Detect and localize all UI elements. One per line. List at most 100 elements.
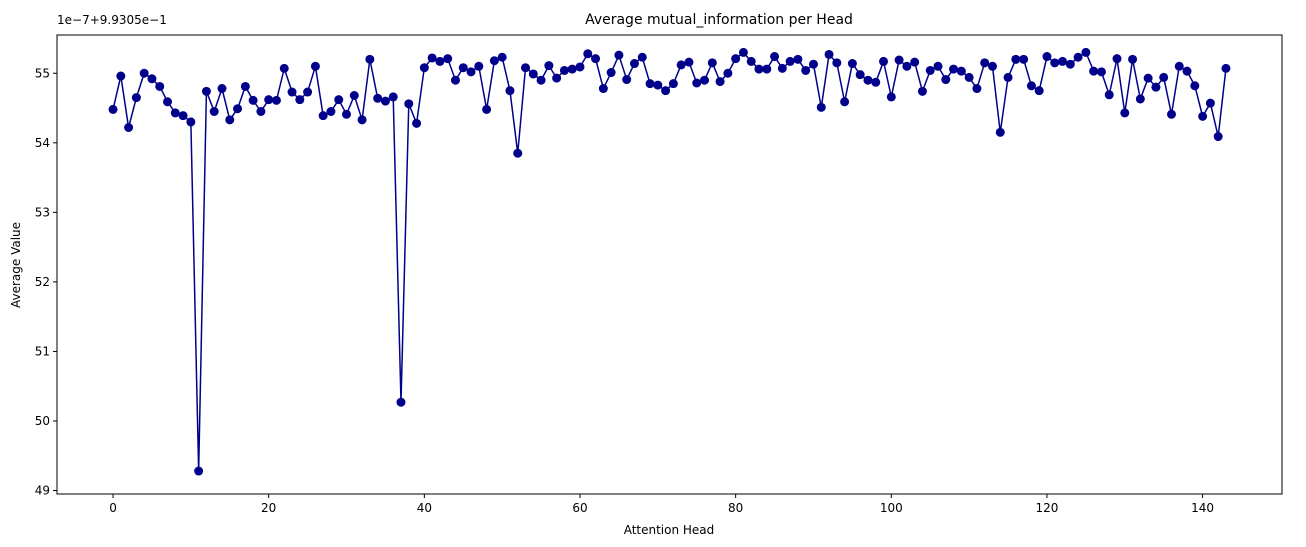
- data-point: [295, 95, 305, 105]
- data-point: [334, 95, 344, 105]
- data-point: [474, 61, 484, 71]
- data-point: [365, 54, 375, 64]
- data-point: [653, 80, 663, 90]
- data-point: [404, 99, 414, 109]
- data-point: [513, 148, 523, 158]
- data-point: [645, 79, 655, 89]
- data-point: [777, 63, 787, 73]
- data-point: [489, 56, 499, 66]
- data-point: [349, 91, 359, 100]
- data-point: [342, 109, 352, 119]
- data-point: [910, 57, 920, 67]
- data-point: [567, 64, 577, 74]
- data-point: [668, 79, 678, 89]
- data-point: [879, 56, 889, 66]
- data-point: [248, 95, 258, 105]
- data-point: [1174, 61, 1184, 71]
- data-point: [170, 108, 180, 118]
- data-point: [209, 107, 219, 116]
- data-point: [731, 54, 741, 64]
- data-point: [186, 117, 196, 127]
- data-point: [318, 111, 328, 121]
- data-point: [1159, 72, 1169, 82]
- data-point: [840, 97, 850, 107]
- y-axis: 49 50 51 52 53 54 55: [35, 66, 57, 498]
- data-point: [225, 115, 235, 125]
- data-point: [770, 52, 780, 62]
- data-point: [1120, 108, 1130, 118]
- data-point: [684, 57, 694, 67]
- data-point: [871, 77, 881, 87]
- x-tick-label: 140: [1191, 501, 1214, 515]
- x-tick-label: 80: [728, 501, 743, 515]
- data-point: [373, 93, 383, 103]
- y-tick-label: 55: [35, 66, 50, 80]
- data-point: [785, 56, 795, 66]
- data-point: [155, 81, 165, 91]
- data-point: [1042, 52, 1052, 62]
- y-tick-label: 53: [35, 205, 50, 219]
- y-axis-label: Average Value: [9, 222, 23, 308]
- data-point: [458, 63, 468, 73]
- data-point: [528, 69, 538, 79]
- data-point: [824, 49, 834, 59]
- data-point: [1096, 67, 1106, 77]
- data-point: [233, 104, 243, 114]
- data-point: [715, 77, 725, 87]
- data-point: [240, 81, 250, 91]
- data-point: [264, 95, 274, 105]
- data-point: [886, 92, 896, 102]
- data-point: [521, 63, 531, 73]
- data-point: [1112, 54, 1122, 64]
- data-point: [1065, 59, 1075, 69]
- data-point: [1205, 98, 1215, 108]
- data-point: [303, 87, 313, 97]
- data-point: [1034, 86, 1044, 96]
- x-tick-label: 40: [417, 501, 432, 515]
- data-point: [1128, 54, 1138, 64]
- y-tick-label: 49: [35, 484, 50, 498]
- data-point: [754, 64, 764, 74]
- data-point: [723, 68, 733, 78]
- data-point: [692, 78, 702, 88]
- data-point: [108, 104, 118, 114]
- data-point: [661, 86, 671, 96]
- data-point: [591, 54, 601, 64]
- data-point: [1019, 54, 1029, 64]
- data-point: [629, 59, 639, 69]
- data-point: [116, 71, 126, 81]
- data-point: [972, 84, 982, 94]
- data-point: [131, 93, 141, 103]
- x-axis-label: Attention Head: [624, 523, 715, 537]
- data-point: [622, 75, 632, 85]
- data-point: [147, 74, 157, 84]
- data-point: [583, 49, 593, 59]
- data-point: [256, 107, 266, 116]
- data-point: [1166, 109, 1176, 119]
- data-point: [217, 84, 227, 94]
- data-point: [1213, 132, 1223, 142]
- data-point: [614, 50, 624, 60]
- data-point: [941, 75, 951, 85]
- data-point: [676, 60, 686, 70]
- data-point: [1151, 82, 1161, 92]
- data-point: [793, 54, 803, 64]
- data-point: [832, 58, 842, 68]
- data-point: [933, 61, 943, 71]
- x-axis: 0 20 40 60 80 100 120 140: [109, 494, 1214, 515]
- y-tick-label: 54: [35, 136, 50, 150]
- data-point: [559, 65, 569, 75]
- data-point: [271, 95, 281, 105]
- data-point: [1011, 54, 1021, 64]
- data-point: [1143, 73, 1153, 83]
- data-point: [606, 68, 616, 78]
- data-point: [987, 61, 997, 71]
- data-point: [964, 72, 974, 82]
- y-tick-label: 50: [35, 414, 50, 428]
- data-point: [357, 115, 367, 125]
- y-tick-label: 51: [35, 344, 50, 358]
- data-point: [575, 62, 585, 72]
- data-point: [466, 67, 476, 77]
